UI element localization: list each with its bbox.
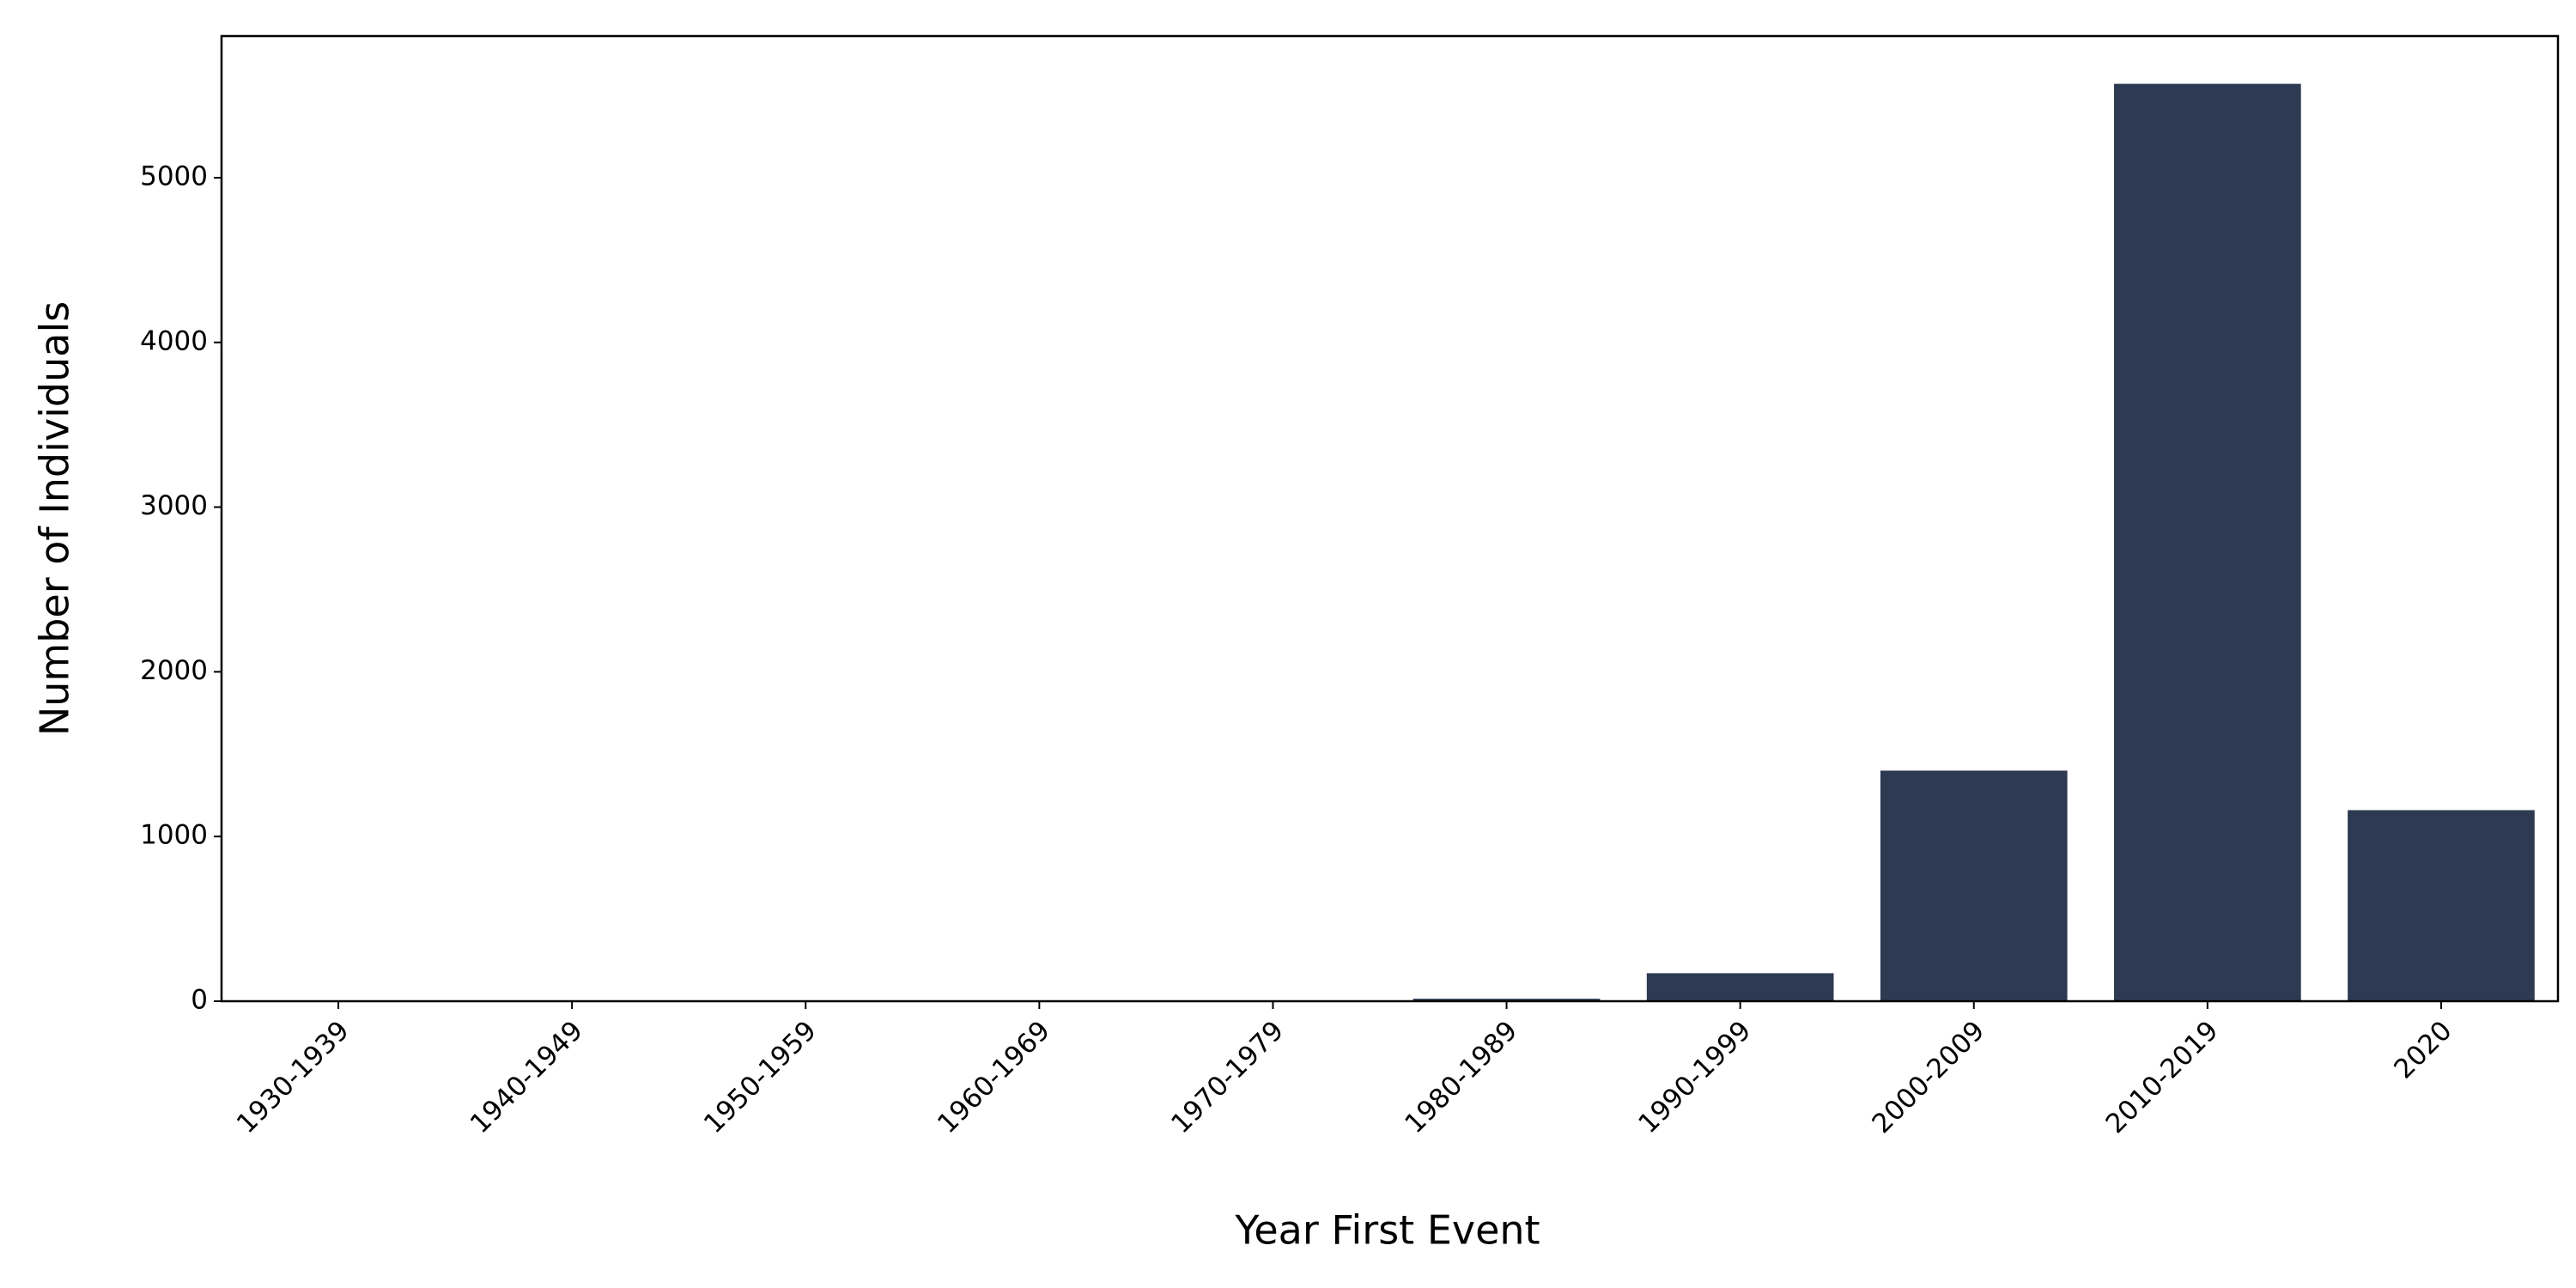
bar — [1880, 770, 2068, 1001]
bar — [2348, 810, 2535, 1001]
x-tick-label: 2000-2009 — [1866, 1015, 1990, 1139]
x-tick-label: 1950-1959 — [698, 1015, 823, 1139]
bar — [1646, 973, 1834, 1001]
x-axis-label: Year First Event — [1234, 1207, 1540, 1254]
x-tick-label: 1980-1989 — [1399, 1015, 1523, 1139]
bar — [1413, 999, 1601, 1001]
y-tick-label: 5000 — [140, 161, 208, 191]
bar — [2114, 83, 2301, 1002]
y-axis-label: Number of Individuals — [32, 301, 78, 736]
y-tick-label: 0 — [191, 985, 208, 1016]
x-tick-label: 2010-2019 — [2100, 1015, 2225, 1139]
x-tick-label: 1940-1949 — [465, 1015, 589, 1139]
x-tick-label: 1930-1939 — [231, 1015, 355, 1139]
plot-frame — [220, 34, 2560, 1003]
x-tick-label: 1960-1969 — [932, 1015, 1056, 1139]
y-tick-label: 4000 — [140, 325, 208, 356]
y-tick-label: 2000 — [140, 655, 208, 686]
y-tick-label: 1000 — [140, 820, 208, 851]
x-tick-label: 2020 — [2388, 1015, 2458, 1084]
x-tick-label: 1970-1979 — [1165, 1015, 1290, 1139]
x-tick-label: 1990-1999 — [1632, 1015, 1757, 1139]
y-tick-label: 3000 — [140, 490, 208, 521]
